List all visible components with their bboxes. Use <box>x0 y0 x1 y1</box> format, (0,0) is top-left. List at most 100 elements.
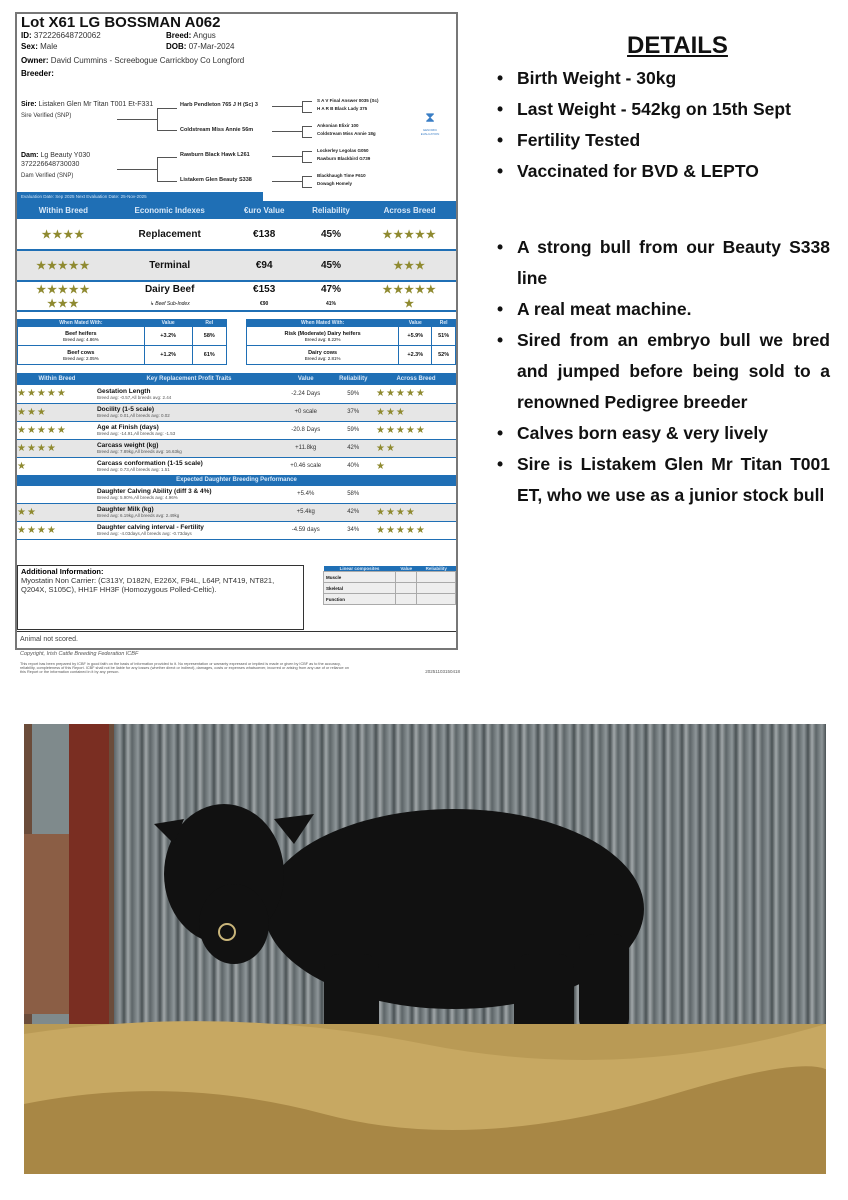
column-header: Reliability <box>425 566 447 571</box>
detail-item: Birth Weight - 30kg <box>495 63 830 94</box>
index-name: Terminal <box>109 250 230 282</box>
trait-value: +0 scale <box>280 403 331 422</box>
trait-row: ★ Carcass conformation (1-15 scale) Breed … <box>17 457 456 476</box>
trait-breed-average: Breed avg: 0.01,All breeds avg: 0.02 <box>96 413 170 418</box>
star-rating: ★ <box>375 457 456 476</box>
mated-category: Beef heifers Breed avg: 4.86% <box>17 326 145 346</box>
pedigree-dds: Blackhaugh Time F610 <box>317 173 366 178</box>
trait-name: Carcass conformation (1-15 scale) Breed a… <box>96 457 281 476</box>
daughter-header-label: Expected Daughter Breeding Performance <box>17 475 456 486</box>
mated-with-dairy-table: When Mated With: Value Rel Risk (Moderate) … <box>245 319 456 365</box>
calving-value: +5.9% <box>398 326 433 346</box>
reliability: 37% <box>330 403 376 422</box>
breed: Angus <box>193 31 216 40</box>
trait-breed-average: Breed avg: 5.90%,All breeds avg: 4.96% <box>96 495 178 500</box>
reliability: 45% <box>298 219 364 251</box>
star-rating: ★★ <box>375 439 456 458</box>
trait-value: +0.46 scale <box>280 457 331 476</box>
linear-row: Skeletal <box>322 582 456 594</box>
detail-item: Last Weight - 542kg on 15th Sept <box>495 94 830 125</box>
detail-item: Calves born easy & very lively <box>495 418 830 449</box>
category-name: Dairy cows <box>308 349 338 356</box>
breed-average: Breed avg: 2.05% <box>62 355 99 361</box>
linear-value <box>395 582 418 594</box>
reliability: 58% <box>330 485 376 504</box>
pedigree-sds: Ankonian Elixir 100 <box>317 123 359 128</box>
euro-value: €90 <box>229 297 299 312</box>
trait-title: Carcass conformation (1-15 scale) <box>96 460 203 467</box>
star-rating: ★★★ <box>17 403 97 422</box>
trait-row: ★★★★★ Age at Finish (days) Breed avg: -14.… <box>17 421 456 440</box>
pedigree-dsd: Rawburn Blackbird G739 <box>317 156 371 161</box>
trait-row: ★★★★ Daughter calving interval - Fertilit… <box>17 521 456 540</box>
detail-item: A real meat machine. <box>495 294 830 325</box>
star-rating: ★★★★★ <box>375 385 456 404</box>
index-name: Dairy Beef <box>144 284 195 295</box>
index-name: ↳ Beef Sub-Index <box>109 297 230 312</box>
sire-label: Sire: <box>21 101 37 108</box>
sex-label: Sex: <box>21 42 38 51</box>
column-header: Across Breed <box>383 205 436 215</box>
star-rating: ★★★★ <box>375 503 456 522</box>
category-name: Beef cows <box>67 349 95 356</box>
star-icons: ★★★★ <box>17 524 57 536</box>
mated-row: Beef cows Breed avg: 2.05% +1.2% 61% <box>17 345 228 365</box>
star-rating <box>17 485 97 504</box>
linear-name: Function <box>322 593 397 605</box>
pedigree-sss: S A V Final Answer 0035 (Sc) <box>317 98 379 103</box>
star-rating: ★★★★★ <box>363 281 456 297</box>
trait-name: Gestation Length Breed avg: -0.57,All bre… <box>96 385 281 404</box>
report-code: 20251103150418 <box>425 669 460 674</box>
trait-value: -20.8 Days <box>280 421 331 440</box>
star-icons: ★★★★ <box>375 506 416 518</box>
detail-item: A strong bull from our Beauty S338 line <box>495 232 830 294</box>
star-icons: ★★★★★ <box>17 424 67 436</box>
star-icons: ★★ <box>375 442 396 454</box>
column-header: Within Breed <box>38 376 76 382</box>
column-header: Economic Indexes <box>134 205 205 215</box>
details-panel: DETAILS Birth Weight - 30kgLast Weight -… <box>495 30 830 511</box>
detail-item: Sired from an embryo bull we bred and ju… <box>495 325 830 418</box>
not-scored-note: Animal not scored. <box>17 631 456 648</box>
dam-verified: Dam Verified (SNP) <box>21 173 74 179</box>
reliability: 59% <box>330 385 376 404</box>
trait-value: +5.4kg <box>280 503 331 522</box>
breed-average: Breed avg: 4.86% <box>62 336 99 342</box>
trait-title: Carcass weight (kg) <box>96 442 159 449</box>
reliability: 34% <box>330 521 376 540</box>
star-icons: ★★★★★ <box>375 424 426 436</box>
trait-row: ★★ Daughter Milk (kg) Breed avg: 6.19kg,Al… <box>17 503 456 522</box>
trait-name: Carcass weight (kg) Breed avg: 7.89kg,All… <box>96 439 281 458</box>
trait-name: Daughter calving interval - Fertility Bre… <box>96 521 281 540</box>
economic-indexes-table: Within Breed Economic Indexes €uro Value Re… <box>17 201 456 312</box>
pedigree-sire-dam: Coldstream Miss Annie 56m <box>180 127 254 133</box>
star-icons: ★★★ <box>47 298 80 310</box>
star-rating: ★★★★★ <box>363 219 456 251</box>
economic-index-row: ★★★★★ Terminal €94 45% ★★★ <box>17 250 456 282</box>
mated-row: Risk (Moderate) Dairy heifers Breed avg: … <box>245 326 456 346</box>
star-rating: ★★★★★ <box>375 421 456 440</box>
owner-label: Owner: <box>21 56 49 65</box>
detail-item: Fertility Tested <box>495 125 830 156</box>
animal-id: 372226648720062 <box>33 31 101 40</box>
bull <box>154 804 644 1074</box>
trait-breed-average: Breed avg: 0.73,All breeds avg: 1.51 <box>96 467 170 472</box>
column-header: Across Breed <box>396 376 436 382</box>
reliability: 58% <box>191 326 228 346</box>
bull-photo <box>24 724 826 1174</box>
calving-value: +2.3% <box>398 345 433 365</box>
reliability: 42% <box>330 503 376 522</box>
sex: Male <box>40 42 58 51</box>
star-icons: ★★★★★ <box>36 284 91 296</box>
reliability: 51% <box>431 326 456 346</box>
replacement-traits-table: Within Breed Key Replacement Profit Trait… <box>17 373 456 540</box>
linear-name: Muscle <box>322 571 397 583</box>
star-rating: ★ <box>17 457 97 476</box>
trait-value: -4.59 days <box>280 521 331 540</box>
icbf-evaluation-sheet: Lot X61 LG BOSSMAN A062 ID: 372226648720… <box>15 12 458 650</box>
trait-name: Daughter Calving Ability (diff 3 & 4%) Br… <box>96 485 281 504</box>
sheet-footer: Copyright, Irish Cattle Breeding Federat… <box>20 651 460 674</box>
column-header: When Mated With: <box>17 319 145 327</box>
reliability: 59% <box>330 421 376 440</box>
dam: Lg Beauty Y030 372226648730030 <box>21 152 91 168</box>
